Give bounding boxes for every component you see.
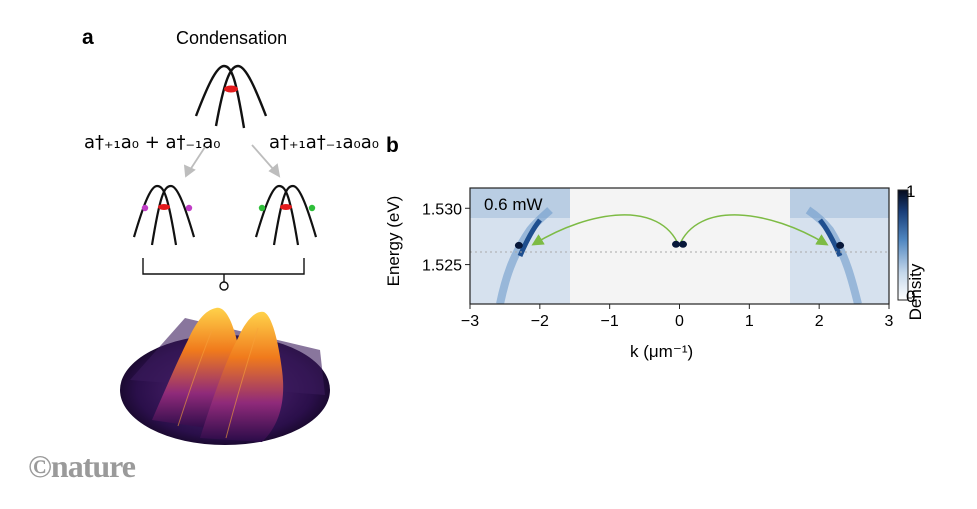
panel-b-label: b <box>386 134 399 157</box>
x-tick-label: 0 <box>675 313 684 330</box>
colorbar-label: Density <box>906 263 925 321</box>
panel-a-title: Condensation <box>176 28 288 48</box>
right-scattering-dispersion <box>254 184 318 246</box>
colorbar <box>897 189 909 301</box>
x-tick-label: −3 <box>461 313 479 330</box>
left-magenta-dot <box>141 204 149 212</box>
colorbar-min: 0 <box>906 287 916 306</box>
right-equation: a†₊₁a†₋₁a₀a₀ <box>269 132 379 153</box>
left-scattering-arrow <box>531 214 680 247</box>
condensate-dot <box>224 85 238 93</box>
right-condensate-dot <box>280 204 292 210</box>
density-peak-1 <box>672 240 681 248</box>
right-scattering-arrow <box>678 214 829 247</box>
x-tick-label: 3 <box>885 313 894 330</box>
x-tick-label: −2 <box>531 313 549 330</box>
density-3d-render <box>120 307 330 445</box>
density-features <box>514 240 845 249</box>
x-tick-label: −1 <box>601 313 619 330</box>
density-peak-3 <box>836 241 845 249</box>
y-tick-label: 1.530 <box>422 201 462 218</box>
x-ticks: −3 −2 −1 0 1 2 3 <box>461 304 894 330</box>
condensation-dispersion <box>194 64 268 129</box>
power-label: 0.6 mW <box>484 195 543 214</box>
left-scattering-dispersion <box>132 184 196 246</box>
left-green-dot <box>258 204 266 212</box>
panel-b-plot: −3 −2 −1 0 1 2 3 1.530 1.525 <box>422 187 912 330</box>
density-peak-0 <box>514 241 523 249</box>
process-arrows <box>183 144 281 178</box>
combine-bracket <box>142 258 305 291</box>
y-axis-label: Energy (eV) <box>384 195 403 287</box>
left-condensate-dot <box>158 204 170 210</box>
right-equation-text: a†₊₁a†₋₁a₀a₀ <box>269 132 379 153</box>
density-peak-2 <box>678 240 687 248</box>
colorbar-max: 1 <box>906 182 916 201</box>
x-axis-label: k (μm⁻¹) <box>630 342 694 361</box>
right-green-dot <box>308 204 316 212</box>
x-tick-label: 1 <box>745 313 754 330</box>
left-equation-text: a†₊₁a₀ + a†₋₁a₀ <box>84 132 221 153</box>
nature-watermark: ©nature <box>28 448 136 484</box>
panel-a-label: a <box>82 26 94 49</box>
y-tick-label: 1.525 <box>422 258 462 275</box>
panel-a-diagram <box>120 64 330 445</box>
x-tick-label: 2 <box>815 313 824 330</box>
right-magenta-dot <box>185 204 193 212</box>
y-ticks: 1.530 1.525 <box>422 201 470 275</box>
left-equation: a†₊₁a₀ + a†₋₁a₀ <box>84 132 221 153</box>
